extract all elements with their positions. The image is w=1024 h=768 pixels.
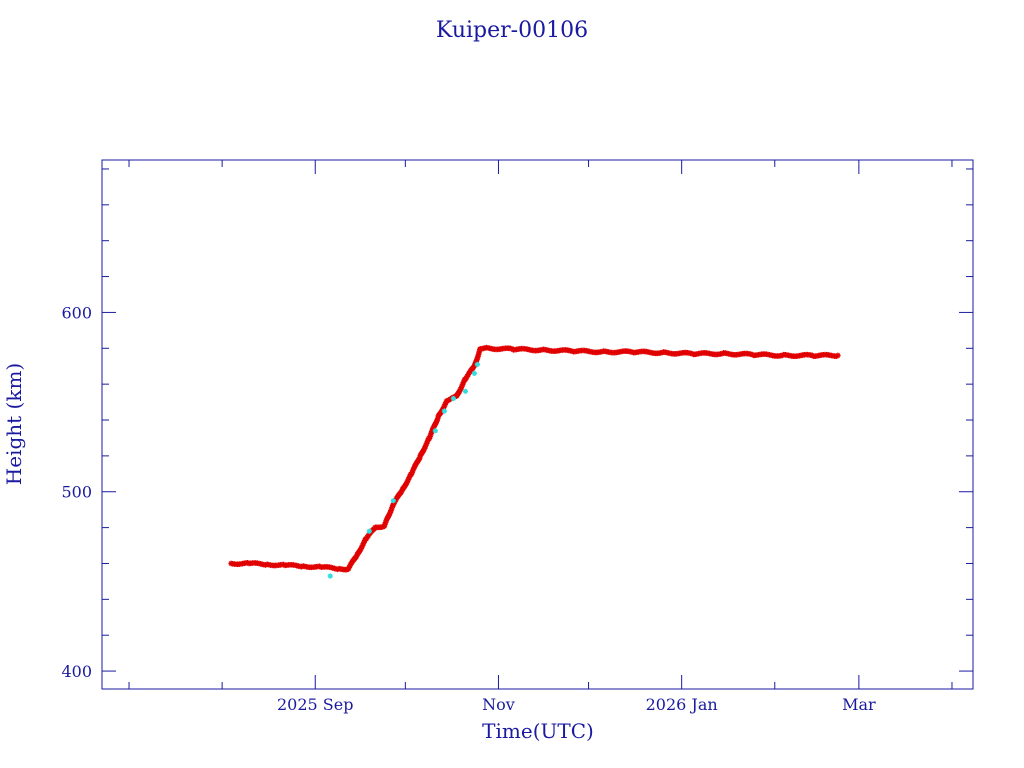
y-tick-label: 400 — [61, 662, 92, 681]
data-point-stroke — [327, 573, 333, 579]
data-point — [432, 428, 438, 434]
data-point — [462, 388, 469, 394]
y-tick-label: 500 — [61, 483, 92, 502]
series-primary — [228, 344, 841, 573]
axis-ticks — [102, 160, 973, 689]
y-axis-label: Height (km) — [2, 363, 26, 485]
data-point-stroke — [451, 396, 456, 401]
x-tick-label: Nov — [482, 695, 515, 714]
data-points — [228, 344, 841, 579]
data-point-stroke — [391, 498, 396, 504]
data-point — [474, 361, 481, 368]
data-point-stroke — [472, 371, 477, 376]
data-point-stroke — [835, 353, 841, 358]
data-point — [471, 370, 478, 376]
data-point — [366, 528, 372, 534]
data-point — [450, 395, 457, 402]
x-axis-label: Time(UTC) — [482, 719, 594, 743]
data-point — [441, 408, 447, 414]
data-point — [327, 573, 333, 579]
data-point — [835, 352, 841, 359]
data-point-stroke — [475, 362, 480, 367]
x-tick-label: Mar — [842, 695, 876, 714]
data-point — [390, 498, 396, 504]
data-point-stroke — [463, 389, 468, 394]
series-secondary — [327, 361, 481, 579]
data-point-stroke — [442, 408, 447, 414]
data-point-stroke — [433, 428, 438, 434]
x-tick-label: 2025 Sep — [277, 695, 353, 714]
y-tick-label: 600 — [61, 303, 92, 322]
chart-title: Kuiper-00106 — [436, 18, 588, 43]
x-tick-label: 2026 Jan — [646, 695, 718, 714]
plot-frame — [101, 159, 974, 690]
axis-tick-labels: 2025 Sep Nov 2026 Jan Mar 400 500 600 — [61, 303, 876, 714]
data-point-stroke — [366, 528, 372, 534]
